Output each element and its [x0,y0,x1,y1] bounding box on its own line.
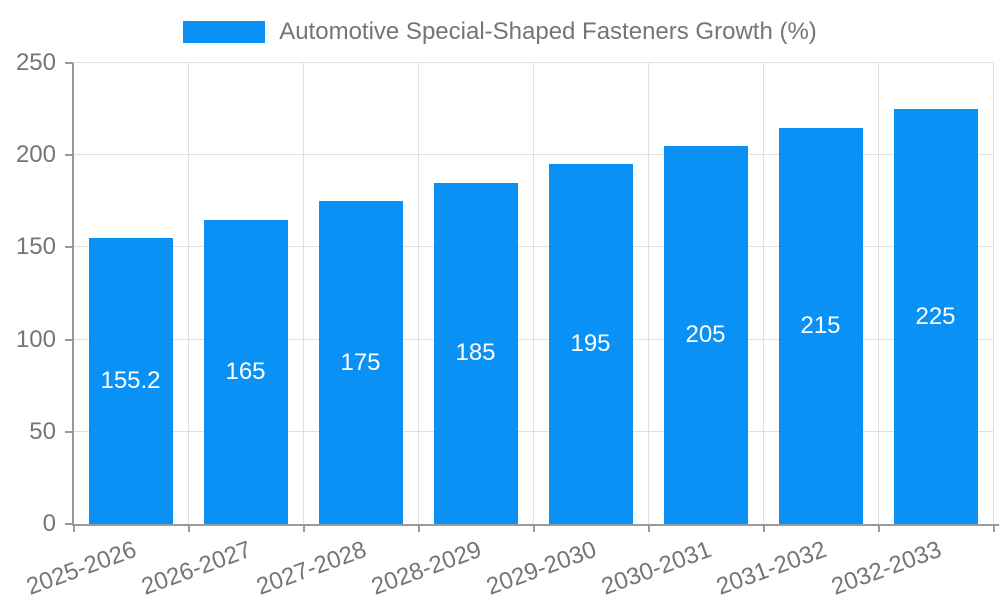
y-axis-label: 250 [15,49,56,76]
bar[interactable]: 225 [893,109,978,524]
x-axis-label: 2027-2028 [252,536,370,600]
bar-value-label: 215 [800,311,841,339]
y-axis-label: 50 [29,417,56,445]
x-axis-label: 2025-2026 [22,536,140,600]
gridline-horizontal [73,62,993,63]
y-axis-label: 100 [15,325,56,353]
bar-value-label: 165 [225,357,266,385]
y-axis-tick [65,338,73,341]
gridline-vertical [878,63,879,524]
bar-value-label: 185 [455,339,496,367]
legend-swatch [183,21,266,43]
x-axis-label: 2029-2030 [482,536,600,600]
x-axis-tick [73,524,75,532]
x-axis-label: 2028-2029 [367,536,485,600]
bar[interactable]: 165 [203,219,288,524]
bar[interactable]: 185 [433,182,518,524]
bar[interactable]: 175 [318,201,403,524]
x-axis-tick [533,524,535,532]
gridline-vertical [648,63,649,524]
y-axis-label: 200 [15,141,56,169]
y-axis-tick [65,523,73,525]
bar-value-label: 155.2 [100,366,161,394]
x-axis-tick [993,524,995,532]
x-axis-tick [763,524,765,532]
x-axis-label: 2030-2031 [597,536,715,600]
bar-value-label: 225 [915,302,956,330]
bar-value-label: 175 [340,348,381,376]
x-axis-tick [188,524,190,532]
gridline-vertical [418,63,419,524]
y-axis-label: 0 [42,510,56,537]
y-axis-tick [65,246,73,249]
bar[interactable]: 155.2 [88,237,173,524]
gridline-vertical [188,63,189,524]
x-axis-label: 2026-2027 [137,536,255,600]
bar-value-label: 205 [685,320,726,348]
x-axis-label: 2032-2033 [827,536,945,600]
legend-label: Automotive Special-Shaped Fasteners Grow… [279,18,817,45]
bar[interactable]: 195 [548,164,633,524]
y-axis-tick [65,430,73,433]
bar[interactable]: 215 [778,127,863,524]
y-axis-line [72,63,74,526]
legend[interactable]: Automotive Special-Shaped Fasteners Grow… [0,10,1000,54]
gridline-vertical [993,63,994,524]
x-axis-tick [418,524,420,532]
x-axis-tick [878,524,880,532]
gridline-vertical [303,63,304,524]
x-axis-tick [303,524,305,532]
gridline-vertical [533,63,534,524]
x-axis-label: 2031-2032 [712,536,830,600]
y-axis-tick [65,154,73,157]
y-axis-label: 150 [15,233,56,261]
bar[interactable]: 205 [663,145,748,524]
x-axis-line [72,524,999,526]
x-axis-tick [648,524,650,532]
y-axis-tick [65,62,73,64]
bar-value-label: 195 [570,330,611,358]
gridline-vertical [763,63,764,524]
